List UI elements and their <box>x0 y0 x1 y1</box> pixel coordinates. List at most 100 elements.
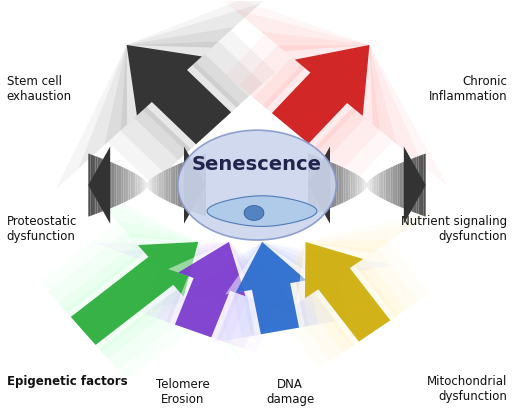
Polygon shape <box>144 242 279 344</box>
Polygon shape <box>94 242 329 353</box>
Polygon shape <box>67 237 198 349</box>
Polygon shape <box>163 170 166 200</box>
Polygon shape <box>161 171 163 199</box>
Polygon shape <box>276 239 406 352</box>
Polygon shape <box>383 170 386 200</box>
Polygon shape <box>341 166 343 204</box>
Polygon shape <box>353 172 355 198</box>
Polygon shape <box>210 0 448 186</box>
Polygon shape <box>266 45 373 148</box>
Polygon shape <box>324 160 327 211</box>
Text: Nutrient signaling
dysfunction: Nutrient signaling dysfunction <box>401 215 507 244</box>
Polygon shape <box>351 171 353 199</box>
Polygon shape <box>334 164 336 207</box>
Polygon shape <box>315 156 318 214</box>
Polygon shape <box>402 162 405 209</box>
Polygon shape <box>232 210 436 368</box>
Polygon shape <box>200 242 342 338</box>
Text: Telomere
Erosion: Telomere Erosion <box>156 378 210 406</box>
Polygon shape <box>90 154 93 216</box>
Polygon shape <box>207 196 317 226</box>
Polygon shape <box>372 177 374 194</box>
Polygon shape <box>159 172 161 198</box>
Polygon shape <box>126 169 128 202</box>
Polygon shape <box>329 162 332 209</box>
Polygon shape <box>272 45 370 144</box>
Polygon shape <box>187 160 190 211</box>
Polygon shape <box>364 180 367 190</box>
Polygon shape <box>102 159 105 211</box>
Text: Chronic
Inflammation: Chronic Inflammation <box>429 75 507 103</box>
Polygon shape <box>332 162 334 208</box>
Polygon shape <box>381 171 383 199</box>
Polygon shape <box>119 166 121 205</box>
Polygon shape <box>184 146 206 224</box>
Polygon shape <box>168 168 171 203</box>
Polygon shape <box>360 177 362 194</box>
Polygon shape <box>138 175 140 195</box>
Polygon shape <box>252 224 418 361</box>
Text: Epigenetic factors: Epigenetic factors <box>7 375 127 388</box>
Polygon shape <box>107 161 109 210</box>
Polygon shape <box>140 177 142 194</box>
Polygon shape <box>161 242 262 341</box>
Text: DNA
damage: DNA damage <box>266 378 315 406</box>
Polygon shape <box>180 162 182 208</box>
Polygon shape <box>362 178 364 192</box>
Polygon shape <box>322 159 324 211</box>
Polygon shape <box>400 162 402 208</box>
Polygon shape <box>236 242 306 334</box>
Polygon shape <box>93 155 96 215</box>
Polygon shape <box>71 242 198 345</box>
Polygon shape <box>290 242 398 347</box>
Polygon shape <box>263 45 380 151</box>
Polygon shape <box>296 242 395 345</box>
Text: Mitochondrial
dysfunction: Mitochondrial dysfunction <box>427 375 507 403</box>
Polygon shape <box>126 45 236 149</box>
Polygon shape <box>414 157 416 213</box>
Polygon shape <box>128 170 131 200</box>
Polygon shape <box>395 164 397 206</box>
Polygon shape <box>348 170 351 200</box>
Polygon shape <box>190 159 192 211</box>
Polygon shape <box>327 161 329 210</box>
Polygon shape <box>172 242 370 340</box>
Polygon shape <box>418 155 421 215</box>
Polygon shape <box>253 31 397 159</box>
Polygon shape <box>171 166 173 204</box>
Polygon shape <box>154 175 156 195</box>
Polygon shape <box>117 164 119 206</box>
Polygon shape <box>118 242 306 349</box>
Polygon shape <box>409 159 412 211</box>
Polygon shape <box>416 156 418 214</box>
Polygon shape <box>65 232 198 352</box>
Polygon shape <box>148 242 395 343</box>
Polygon shape <box>374 175 376 195</box>
Polygon shape <box>185 161 187 210</box>
Polygon shape <box>88 153 90 217</box>
Polygon shape <box>397 164 400 207</box>
Polygon shape <box>379 172 381 198</box>
Polygon shape <box>421 154 424 216</box>
Polygon shape <box>305 242 390 341</box>
Text: Senescence: Senescence <box>192 155 322 174</box>
Polygon shape <box>234 9 424 171</box>
Polygon shape <box>412 158 414 213</box>
Polygon shape <box>98 157 100 213</box>
Polygon shape <box>150 178 152 192</box>
Polygon shape <box>109 162 112 209</box>
Polygon shape <box>386 169 388 202</box>
Polygon shape <box>320 158 322 213</box>
Polygon shape <box>407 160 409 211</box>
Polygon shape <box>336 164 339 206</box>
Polygon shape <box>40 180 241 380</box>
Polygon shape <box>199 155 201 215</box>
Polygon shape <box>192 158 194 213</box>
Polygon shape <box>308 153 310 217</box>
Polygon shape <box>152 177 154 194</box>
Polygon shape <box>156 174 159 197</box>
Polygon shape <box>376 174 379 197</box>
Polygon shape <box>168 242 255 339</box>
Polygon shape <box>145 180 147 190</box>
Polygon shape <box>135 174 138 197</box>
